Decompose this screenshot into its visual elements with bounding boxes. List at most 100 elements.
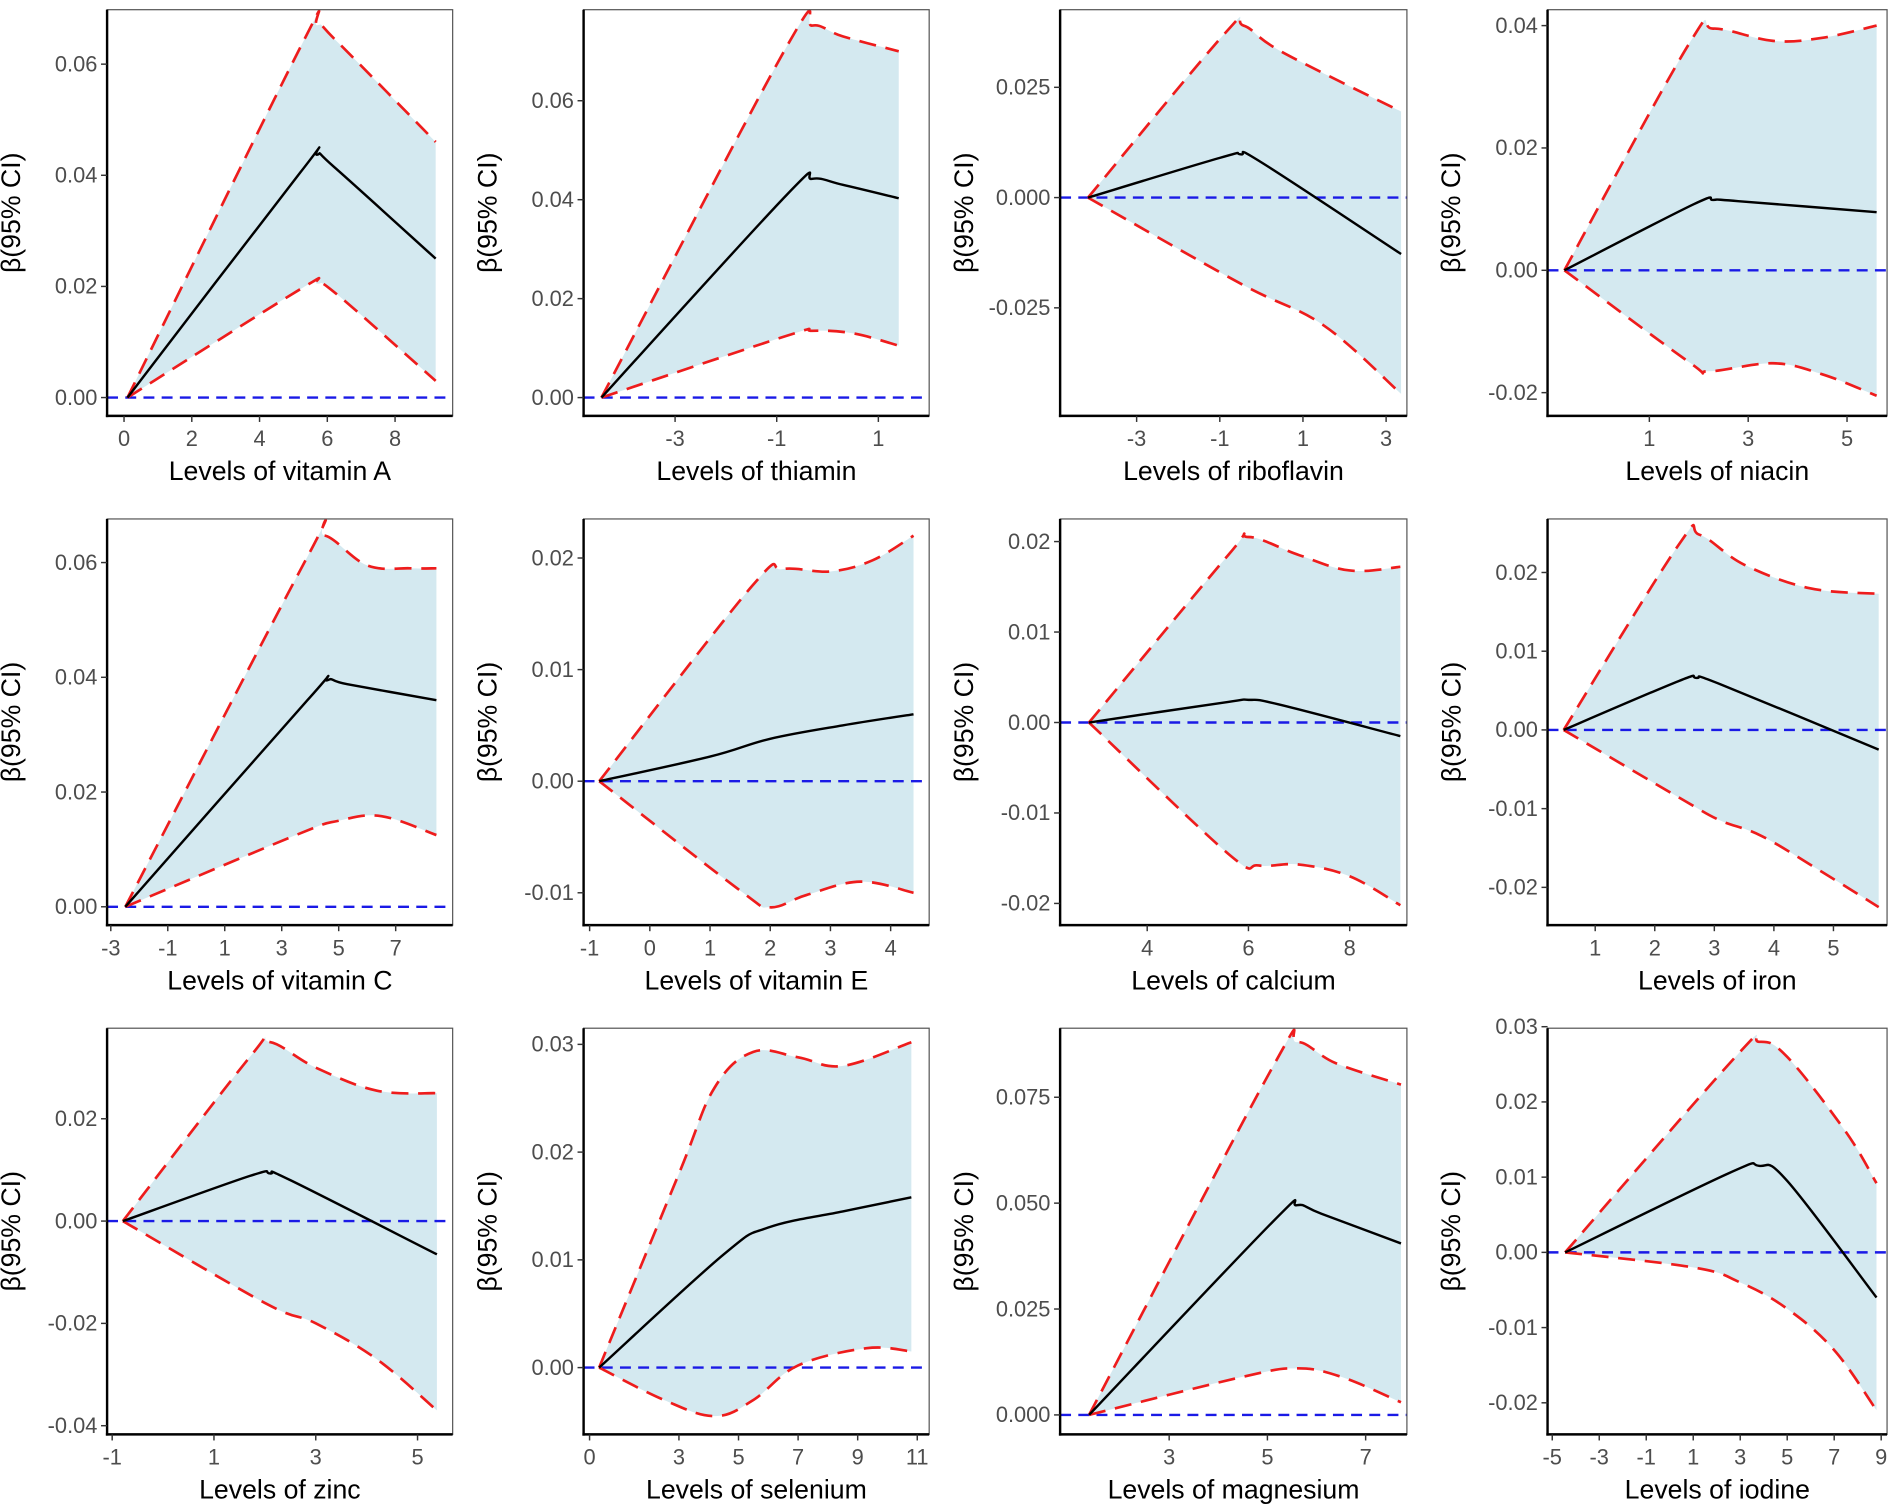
panel-niacin: 1 3 5 -0.02 0.00 0.02 0.04 Levels of niacin β(95…: [1436, 9, 1888, 486]
x-axis-title: Levels of riboflavin: [1123, 456, 1344, 486]
lower-ci-line: [1087, 196, 1402, 395]
lower-ci-line: [1563, 728, 1880, 909]
x-tick-label: -1: [1637, 1445, 1656, 1470]
y-tick-label: 0.04: [55, 665, 97, 690]
y-tick-label: 0.02: [531, 1139, 573, 1164]
y-tick-label: 0.00: [1495, 258, 1537, 283]
y-tick-label: -0.025: [989, 295, 1051, 320]
x-tick-label: 5: [1781, 1445, 1793, 1470]
y-tick-label: -0.02: [1001, 891, 1051, 916]
panel-iron: 1 2 3 4 5 -0.02 -0.01 0.00 0.01 0.02 Levels of iro…: [1436, 518, 1888, 995]
y-tick-label: 0.04: [55, 163, 97, 188]
ci-band: [1088, 533, 1401, 906]
x-tick-label: -1: [767, 426, 786, 451]
x-tick-label: 0: [583, 1445, 595, 1470]
y-tick-label: 0.01: [1495, 1164, 1537, 1189]
x-axis-title: Levels of vitamin C: [167, 965, 392, 995]
x-tick-label: 5: [1827, 935, 1839, 960]
y-tick-label: 0.06: [55, 550, 97, 575]
upper-ci-line: [1087, 1028, 1402, 1416]
estimate-line: [122, 1170, 438, 1256]
estimate-line: [1088, 1198, 1402, 1416]
y-axis-title: β(95% CI): [0, 153, 26, 273]
y-tick-label: 0.02: [1008, 529, 1050, 554]
y-tick-label: 0.000: [996, 1402, 1051, 1427]
upper-ci-line: [1562, 523, 1879, 731]
y-tick-label: 0.06: [531, 88, 573, 113]
x-tick-label: 2: [186, 426, 198, 451]
y-tick-label: 0.000: [996, 185, 1051, 210]
x-tick-label: -1: [102, 1445, 121, 1470]
x-tick-label: -3: [1590, 1445, 1609, 1470]
ci-band: [1088, 16, 1402, 394]
y-tick-label: 0.00: [1008, 710, 1050, 735]
x-tick-label: 7: [792, 1445, 804, 1470]
lower-ci-line: [1563, 269, 1878, 398]
y-tick-label: 0.02: [55, 779, 97, 804]
x-axis-title: Levels of niacin: [1625, 456, 1809, 486]
x-tick-label: 1: [1687, 1445, 1699, 1470]
x-axis-title: Levels of selenium: [646, 1475, 867, 1505]
x-tick-label: 3: [824, 935, 836, 960]
upper-ci-line: [1563, 18, 1877, 271]
ci-band: [1564, 19, 1877, 396]
panel-calcium: 4 6 8 -0.02 -0.01 0.00 0.01 0.02 Levels of calci…: [949, 518, 1408, 995]
x-tick-label: 5: [411, 1445, 423, 1470]
x-tick-label: -3: [665, 426, 684, 451]
estimate-line: [126, 146, 437, 399]
x-axis-title: Levels of vitamin A: [169, 456, 391, 486]
y-tick-label: 0.00: [1495, 1240, 1537, 1265]
x-tick-label: 4: [1768, 935, 1780, 960]
x-axis-title: Levels of iron: [1638, 965, 1797, 995]
y-tick-label: 0.02: [531, 545, 573, 570]
x-tick-label: 8: [1344, 935, 1356, 960]
x-tick-label: 0: [644, 935, 656, 960]
panel-iodine: -5 -3 -1 1 3 5 7 9 -0.02 -0.01 0.00 0.01 0.02 0.03 Lev…: [1436, 1014, 1888, 1505]
x-tick-label: 3: [1708, 935, 1720, 960]
x-tick-label: 6: [321, 426, 333, 451]
y-tick-label: 0.02: [531, 286, 573, 311]
y-tick-label: 0.02: [55, 1106, 97, 1131]
upper-ci-line: [126, 9, 437, 399]
x-tick-label: 4: [885, 935, 897, 960]
y-tick-label: 0.025: [996, 75, 1051, 100]
y-tick-label: -0.02: [48, 1311, 98, 1336]
y-tick-label: 0.025: [996, 1296, 1051, 1321]
lower-ci-line: [598, 1346, 912, 1418]
x-tick-label: -1: [158, 935, 177, 960]
y-tick-label: -0.04: [48, 1413, 98, 1438]
x-tick-label: -3: [1127, 426, 1146, 451]
y-tick-label: 0.00: [531, 1355, 573, 1380]
lower-ci-line: [1088, 721, 1402, 907]
ci-band: [601, 10, 899, 398]
y-tick-label: 0.00: [55, 385, 97, 410]
ci-band: [1565, 1034, 1877, 1411]
estimate-line: [598, 1196, 912, 1369]
y-tick-label: 0.02: [55, 274, 97, 299]
panel-riboflavin: -3 -1 1 3 -0.025 0.000 0.025 Levels of riboflav…: [949, 9, 1408, 486]
y-axis-title: β(95% CI): [949, 1171, 979, 1292]
x-tick-label: 1: [1643, 426, 1655, 451]
estimate-line: [1563, 674, 1880, 751]
y-tick-label: 0.01: [531, 657, 573, 682]
panel-zinc: -1 1 3 5 -0.04 -0.02 0.00 0.02 Levels of zinc β(9…: [0, 1027, 454, 1505]
y-tick-label: 0.01: [531, 1247, 573, 1272]
y-tick-label: 0.01: [1495, 638, 1537, 663]
x-tick-label: 7: [1360, 1445, 1372, 1470]
x-tick-label: 5: [1261, 1445, 1273, 1470]
x-tick-label: 9: [1875, 1445, 1887, 1470]
upper-ci-line: [598, 534, 915, 783]
lower-ci-line: [124, 813, 437, 909]
x-tick-label: 1: [208, 1445, 220, 1470]
y-tick-label: 0.03: [1495, 1014, 1537, 1039]
estimate-line: [1088, 698, 1401, 738]
y-axis-title: β(95% CI): [1436, 1171, 1466, 1292]
y-tick-label: 0.00: [55, 1208, 97, 1233]
y-tick-label: 0.02: [1495, 135, 1537, 160]
y-tick-label: 0.02: [1495, 1089, 1537, 1114]
x-tick-label: 1: [704, 935, 716, 960]
x-tick-label: 5: [333, 935, 345, 960]
panel-vitamin-C: -3 -1 1 3 5 7 0.00 0.02 0.04 0.06 Levels of vitami…: [0, 518, 454, 995]
y-tick-label: 0.04: [531, 187, 573, 212]
